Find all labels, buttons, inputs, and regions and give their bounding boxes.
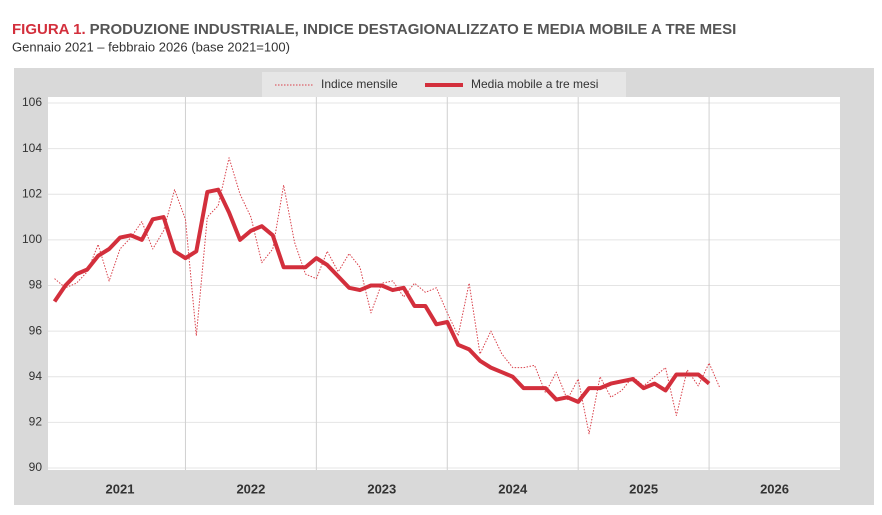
figure-label: FIGURA 1. [12, 21, 86, 38]
y-tick-label: 96 [29, 323, 43, 337]
plot-area [48, 97, 840, 470]
series-line [52, 187, 711, 404]
chart-subtitle: Gennaio 2021 – febbraio 2026 (base 2021=… [12, 39, 290, 54]
y-tick-label: 106 [22, 95, 42, 109]
title-text: PRODUZIONE INDUSTRIALE, INDICE DESTAGION… [90, 21, 737, 38]
y-tick-label: 94 [29, 369, 43, 383]
chart-title: FIGURA 1. PRODUZIONE INDUSTRIALE, INDICE … [12, 21, 736, 38]
x-tick-label: 2022 [236, 481, 265, 496]
x-tick-label: 2023 [367, 481, 396, 496]
legend-label: Indice mensile [321, 77, 398, 91]
y-tick-label: 90 [29, 460, 43, 474]
y-tick-label: 104 [22, 141, 42, 155]
y-tick-label: 102 [22, 186, 42, 200]
x-tick-label: 2026 [760, 481, 789, 496]
x-tick-label: 2021 [106, 481, 135, 496]
x-tick-label: 2025 [629, 481, 658, 496]
y-tick-label: 98 [29, 278, 43, 292]
series-line [54, 157, 721, 435]
y-tick-label: 92 [29, 415, 43, 429]
x-tick-label: 2024 [498, 481, 528, 496]
legend-label: Media mobile a tre mesi [471, 77, 598, 91]
y-tick-label: 100 [22, 232, 42, 246]
